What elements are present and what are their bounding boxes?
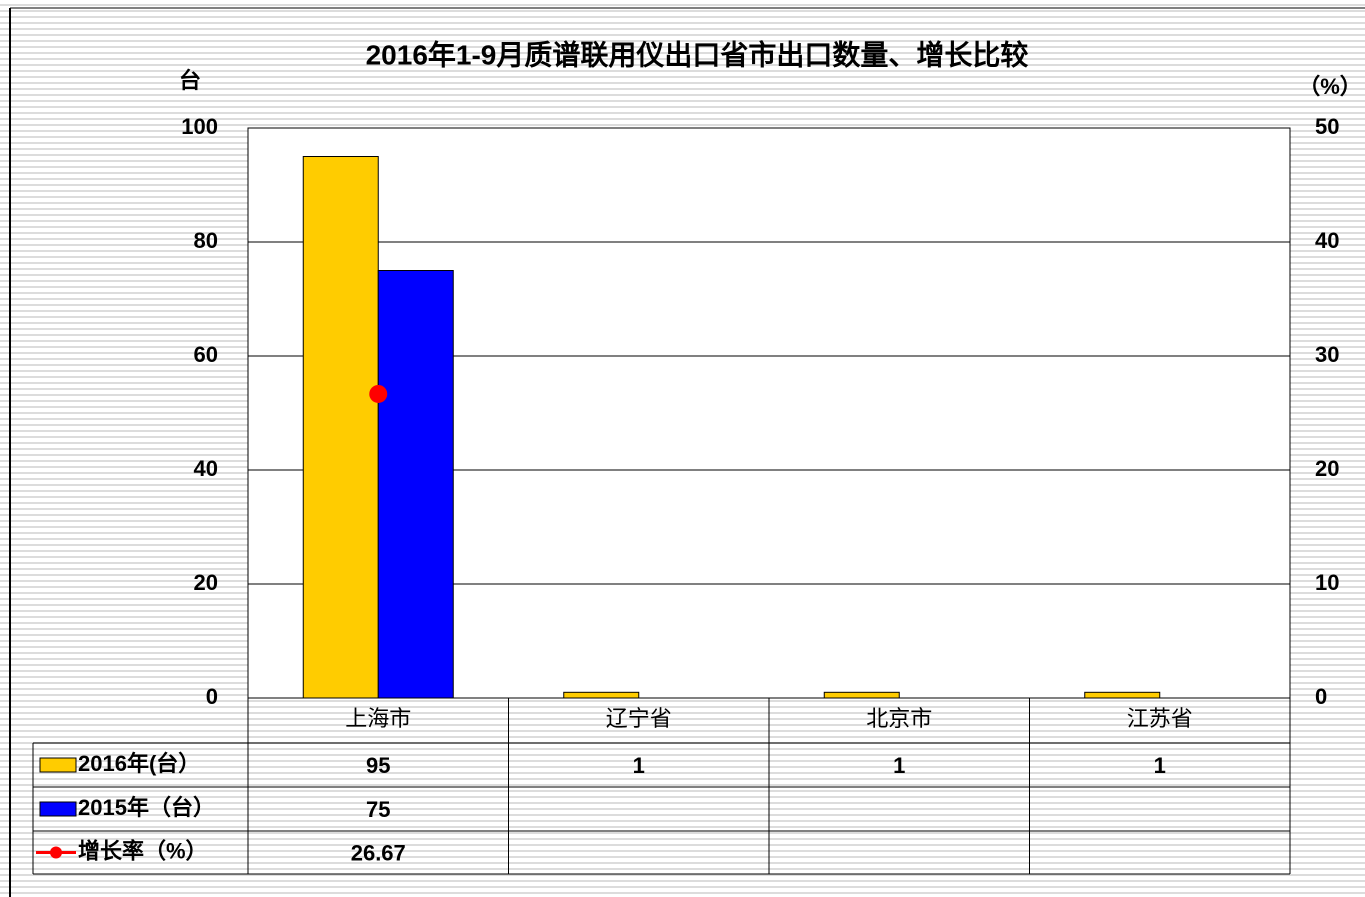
y2-tick-label: 20 <box>1315 456 1339 481</box>
y-tick-label: 80 <box>194 228 218 253</box>
y-tick-label: 0 <box>206 684 218 709</box>
bar <box>563 691 640 699</box>
x-tick-label: 上海市 <box>345 706 411 731</box>
table-value: 1 <box>633 753 645 778</box>
table-value: 26.67 <box>351 840 406 865</box>
table-value: 95 <box>366 753 390 778</box>
y2-tick-label: 10 <box>1315 570 1339 595</box>
y-axis-label: 台 <box>179 68 201 93</box>
y2-tick-label: 0 <box>1315 684 1327 709</box>
bar <box>302 156 379 699</box>
y-tick-label: 100 <box>181 114 218 139</box>
y2-tick-label: 50 <box>1315 114 1339 139</box>
y2-tick-label: 30 <box>1315 342 1339 367</box>
y2-tick-label: 40 <box>1315 228 1339 253</box>
legend-marker <box>50 846 62 859</box>
x-tick-label: 北京市 <box>866 706 932 731</box>
bar <box>1084 691 1161 699</box>
table-value: 1 <box>893 753 905 778</box>
table-value: 1 <box>1154 753 1166 778</box>
legend-label: 增长率（%） <box>78 838 208 863</box>
legend-label: 2015年（台） <box>78 795 215 820</box>
x-tick-label: 辽宁省 <box>606 706 672 731</box>
x-tick-label: 江苏省 <box>1127 706 1193 731</box>
bar <box>823 691 900 699</box>
y-tick-label: 60 <box>194 342 218 367</box>
y2-axis-label: （%） <box>1298 74 1362 99</box>
chart-title: 2016年1-9月质谱联用仪出口省市出口数量、增长比较 <box>366 38 1029 70</box>
legend-swatch <box>39 801 77 817</box>
y-tick-label: 20 <box>194 570 218 595</box>
bar <box>377 270 454 699</box>
legend-label: 2016年(台） <box>78 751 200 776</box>
line-marker <box>369 384 388 403</box>
y-tick-label: 40 <box>194 456 218 481</box>
table-value: 75 <box>366 797 390 822</box>
legend-swatch <box>39 757 77 773</box>
